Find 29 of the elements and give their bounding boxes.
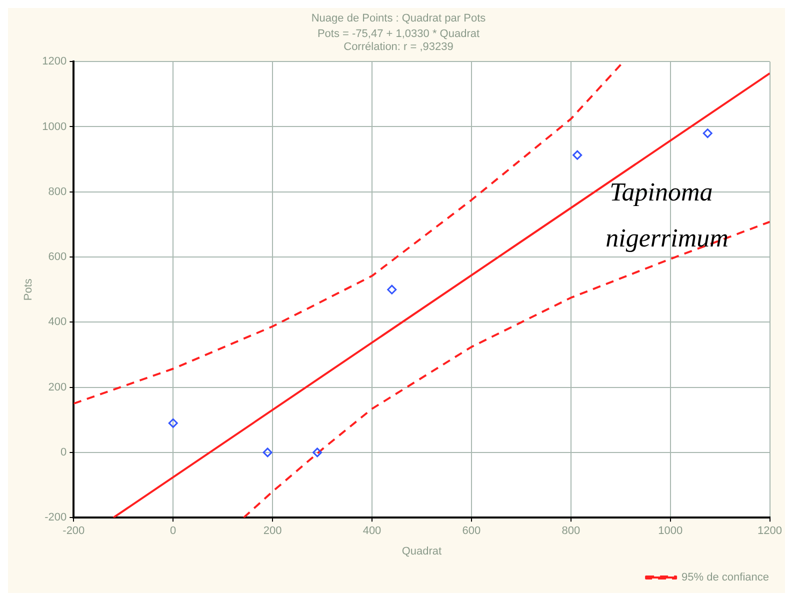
x-tick-label: 800 (562, 525, 580, 538)
x-tick-label: -200 (62, 525, 85, 538)
y-tick-label: 1200 (42, 56, 67, 68)
point (572, 150, 582, 160)
legend-label: 95% de confiance (682, 572, 769, 584)
y-tick-label: 0 (60, 446, 67, 458)
x-tick-label: 1000 (658, 525, 683, 538)
point (702, 128, 712, 138)
x-tick-label: 200 (263, 525, 282, 538)
y-tick-label: -200 (44, 512, 67, 524)
y-tick-label: 600 (48, 251, 67, 264)
x-axis-title: Quadrat (402, 545, 442, 558)
y-tick-label: 1000 (42, 120, 67, 133)
point (387, 284, 397, 294)
x-tick-label: 600 (462, 525, 481, 538)
y-tick-label: 400 (48, 316, 67, 328)
line-series (242, 220, 770, 518)
y-tick-label: 200 (48, 381, 67, 394)
point (262, 448, 272, 458)
chart-title: Nuage de Points : Quadrat par Pots (311, 12, 486, 25)
x-tick-label: 0 (170, 525, 176, 538)
y-axis-title: Pots (22, 278, 35, 301)
x-tick-label: 400 (362, 525, 382, 538)
chart-subtitle: Pots = -75,47 + 1,0330 * Quadrat Corrélation: r = ,93239 (317, 28, 480, 54)
x-tick-label: 1200 (758, 525, 782, 538)
point (312, 448, 322, 458)
annotation: Tapinoma nigerrimum (606, 178, 728, 252)
y-tick-label: 800 (48, 186, 67, 198)
point (168, 418, 178, 428)
